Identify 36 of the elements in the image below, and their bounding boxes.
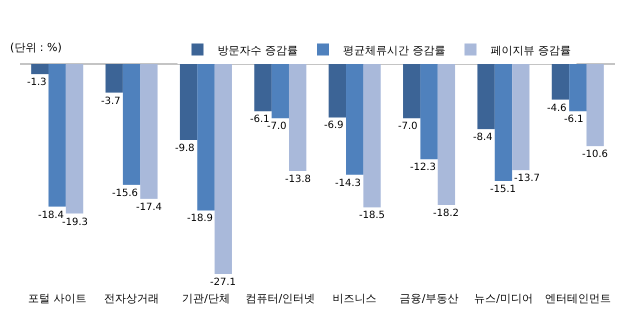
legend-label: 페이지뷰 증감률: [490, 44, 571, 57]
data-label: -9.8: [175, 143, 195, 154]
legend-label: 방문자수 증감률: [218, 44, 298, 57]
data-label: -13.7: [514, 173, 540, 184]
data-label: -6.9: [324, 120, 344, 131]
data-label: -12.3: [410, 162, 436, 173]
data-label: -4.6: [547, 103, 567, 114]
data-label: -18.2: [433, 208, 459, 219]
x-tick-label: 금융/부동산: [400, 292, 458, 305]
data-label: -15.1: [490, 184, 516, 195]
legend-label: 평균체류시간 증감률: [343, 44, 446, 57]
x-tick-label: 엔터테인먼트: [544, 292, 611, 305]
data-label: -3.7: [101, 96, 121, 107]
x-tick-label: 비즈니스: [332, 292, 377, 305]
data-label: -1.3: [27, 77, 47, 88]
text: (단위 : %): [10, 41, 62, 54]
data-label: -6.1: [250, 114, 270, 125]
x-tick-label: 전자상거래: [104, 292, 160, 305]
data-label: -7.0: [398, 121, 418, 132]
data-label: -14.3: [335, 178, 361, 189]
x-tick-label: 포털 사이트: [28, 292, 86, 305]
x-tick-label: 컴퓨터/인터넷: [245, 292, 316, 305]
data-label: -8.4: [473, 132, 493, 143]
data-label: -7.0: [267, 121, 287, 132]
data-label: -18.5: [359, 210, 385, 221]
data-label: -27.1: [210, 277, 236, 288]
data-label: -6.1: [564, 114, 584, 125]
data-label: -13.8: [285, 174, 311, 185]
data-label: -17.4: [136, 202, 162, 213]
data-label: -10.6: [582, 149, 608, 160]
data-label: -15.6: [112, 188, 138, 199]
x-tick-label: 기관/단체: [182, 292, 230, 305]
data-label: -18.4: [38, 210, 64, 221]
data-label: -18.9: [187, 213, 213, 224]
data-label: -19.3: [62, 217, 88, 228]
x-tick-label: 뉴스/미디어: [474, 292, 533, 305]
